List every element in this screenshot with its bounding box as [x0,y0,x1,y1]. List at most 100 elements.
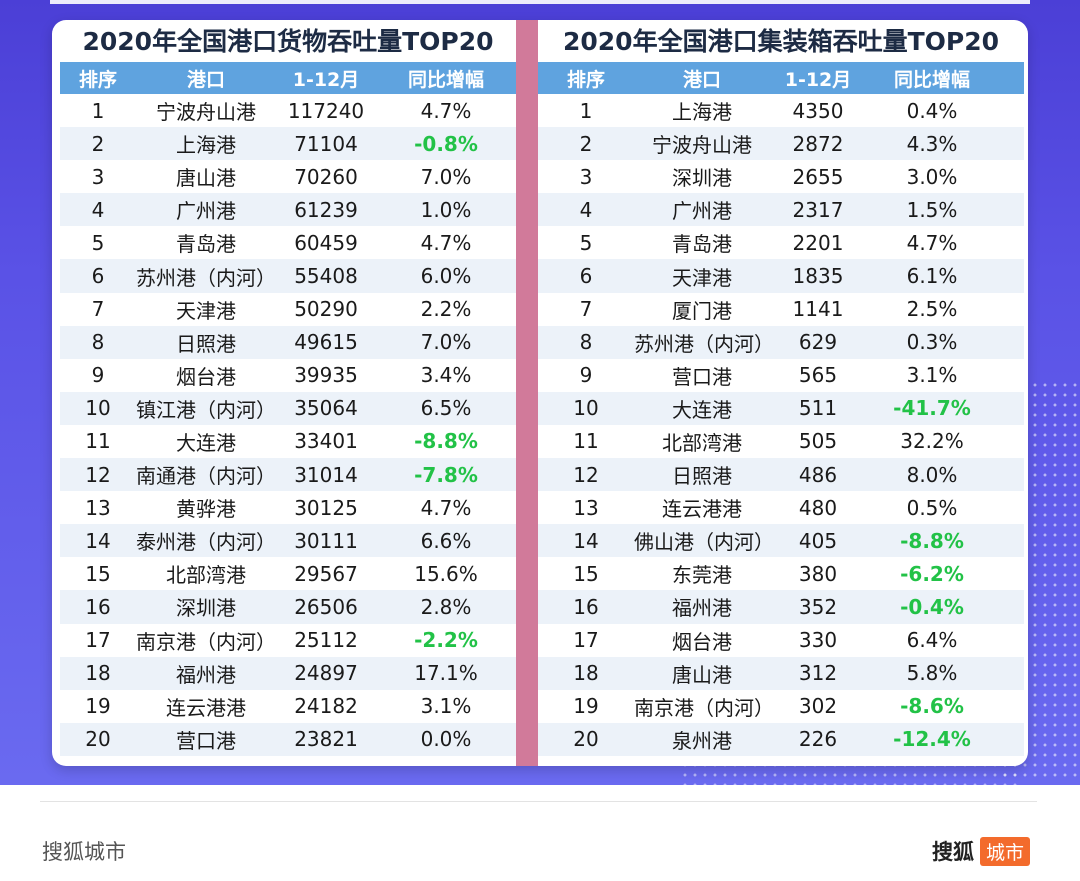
port-cell: 营口港 [176,728,236,753]
port-cell: 烟台港 [672,629,732,654]
rank-cell: 11 [85,429,111,454]
rank-cell: 1 [91,98,105,123]
growth-cell: 2.8% [420,594,472,619]
value-cell: 226 [798,727,838,752]
growth-cell: 7.0% [420,164,472,189]
growth-cell: 0.4% [906,98,958,123]
rank-cell: 8 [91,330,105,355]
port-cell: 广州港 [672,199,732,224]
rank-cell: 16 [85,594,111,619]
value-cell: 629 [798,330,838,355]
logo-main-text: 搜狐 [931,840,974,864]
value-cell: 26506 [294,594,358,619]
port-cell: 苏州港（内河） [634,331,770,356]
port-cell: 上海港 [176,133,236,158]
value-cell: 24182 [294,694,358,719]
table-row: 12 日照港 486 8.0% [538,458,1024,492]
table-row: 12 南通港（内河） 31014 -7.8% [60,458,516,492]
table-row: 15 北部湾港 29567 15.6% [60,557,516,590]
rank-cell: 12 [573,462,599,487]
value-cell: 330 [798,628,838,653]
port-cell: 镇江港（内河） [136,397,276,422]
growth-cell: -2.2% [414,628,478,653]
rank-cell: 20 [573,727,599,752]
port-cell: 南京港（内河） [634,695,770,720]
growth-cell: 15.6% [414,561,478,586]
table-row: 6 天津港 1835 6.1% [538,259,1024,293]
source-label[interactable]: 搜狐城市 [42,840,126,864]
value-cell: 405 [798,528,838,553]
port-cell: 连云港港 [166,695,246,720]
value-cell: 55408 [294,264,358,289]
growth-cell: -8.8% [414,429,478,454]
growth-cell: -7.8% [414,462,478,487]
value-cell: 70260 [294,164,358,189]
table-row: 8 日照港 49615 7.0% [60,325,516,359]
header-port: 港口 [682,68,721,91]
growth-cell: 5.8% [906,661,958,686]
rank-cell: 6 [579,264,593,289]
value-cell: 33401 [294,429,358,454]
rank-cell: 9 [91,363,105,388]
rank-cell: 17 [85,628,111,653]
port-cell: 青岛港 [176,232,236,257]
value-cell: 39935 [294,363,358,388]
container-throughput-panel: 2020年全国港口集装箱吞吐量TOP20 排序 港口 1-12月 同比增幅 1 上… [538,20,1024,756]
rank-cell: 13 [85,495,111,520]
growth-cell: 4.7% [420,495,472,520]
table-row: 20 营口港 23821 0.0% [60,722,516,756]
growth-cell: 32.2% [900,429,964,454]
table-row: 7 厦门港 1141 2.5% [538,293,1024,326]
growth-cell: 3.4% [420,363,472,388]
growth-cell: 6.6% [420,528,472,553]
cargo-throughput-panel: 2020年全国港口货物吞吐量TOP20 排序 港口 1-12月 同比增幅 1 宁波… [60,20,516,756]
cargo-table-body: 1 宁波舟山港 117240 4.7% 2 上海港 71104 -0.8% 3 唐山港 70260 7… [60,94,516,756]
value-cell: 380 [798,561,838,586]
table-row: 17 烟台港 330 6.4% [538,624,1024,657]
rank-cell: 14 [85,528,111,553]
value-cell: 60459 [294,230,358,255]
growth-cell: 3.0% [906,164,958,189]
value-cell: 117240 [287,98,365,123]
table-row: 5 青岛港 2201 4.7% [538,226,1024,259]
value-cell: 25112 [294,628,358,653]
rank-cell: 20 [85,727,111,752]
rank-cell: 19 [573,694,599,719]
port-cell: 厦门港 [672,298,732,323]
table-row: 17 南京港（内河） 25112 -2.2% [60,624,516,657]
port-cell: 日照港 [176,331,236,356]
header-growth: 同比增幅 [893,68,970,91]
rank-cell: 3 [91,164,105,189]
port-cell: 连云港港 [662,497,742,522]
growth-cell: 0.5% [906,495,958,520]
sohu-city-logo[interactable]: 搜狐 城市 [932,836,1030,866]
value-cell: 29567 [294,561,358,586]
growth-cell: 2.5% [906,297,958,322]
table-row: 9 烟台港 39935 3.4% [60,359,516,392]
value-cell: 565 [798,363,838,388]
port-cell: 烟台港 [176,364,236,389]
rank-cell: 2 [91,131,105,156]
rank-cell: 11 [573,429,599,454]
table-row: 5 青岛港 60459 4.7% [60,226,516,259]
table-row: 3 唐山港 70260 7.0% [60,160,516,193]
rank-cell: 4 [579,197,593,222]
growth-cell: 1.0% [420,197,472,222]
value-cell: 50290 [294,297,358,322]
table-row: 10 镇江港（内河） 35064 6.5% [60,391,516,425]
rank-cell: 3 [579,164,593,189]
value-cell: 486 [798,462,838,487]
value-cell: 2872 [792,131,844,156]
growth-cell: 6.0% [420,264,472,289]
rank-cell: 5 [91,230,105,255]
value-cell: 302 [798,694,838,719]
rank-cell: 10 [573,396,599,421]
table-row: 13 黄骅港 30125 4.7% [60,491,516,524]
rank-cell: 7 [91,297,105,322]
value-cell: 30111 [294,528,358,553]
footer-divider [40,801,1037,802]
value-cell: 2317 [792,197,844,222]
rank-cell: 5 [579,230,593,255]
value-cell: 511 [798,396,838,421]
tables-card: 2020年全国港口货物吞吐量TOP20 排序 港口 1-12月 同比增幅 1 宁波… [52,20,1028,766]
